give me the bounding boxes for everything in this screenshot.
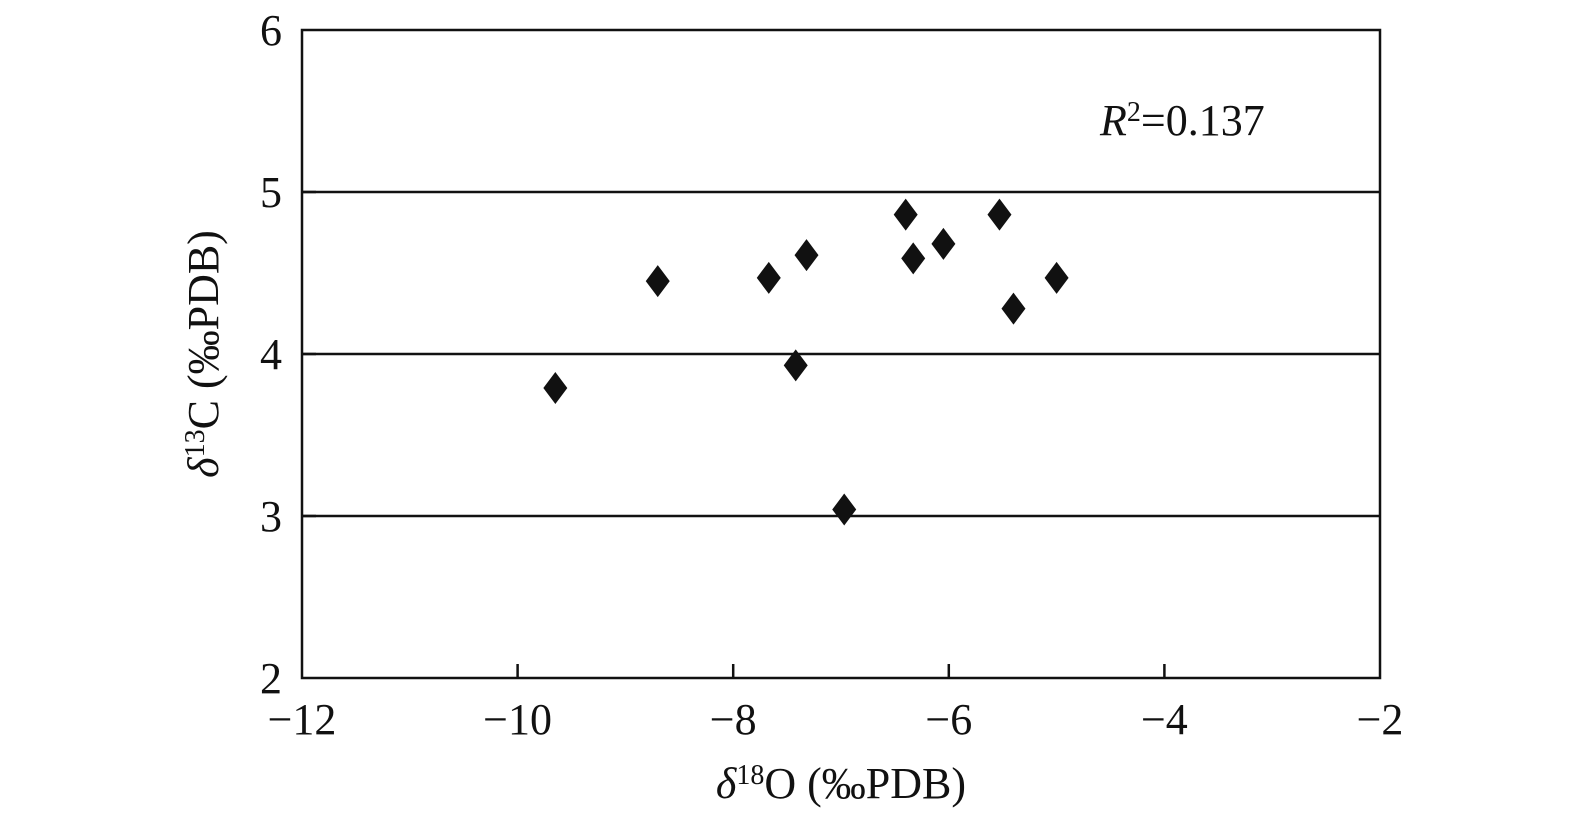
data-point-diamond: [1044, 261, 1069, 294]
data-point-diamond: [987, 198, 1012, 231]
x-tick-label: −10: [483, 695, 552, 744]
x-axis-label-symbol: δ: [716, 759, 738, 808]
x-tick-label: −8: [710, 695, 757, 744]
y-tick-label: 3: [260, 492, 282, 541]
data-point-diamond: [794, 239, 819, 272]
x-axis-label: δ18O (‰PDB): [716, 759, 966, 808]
axis-ticks: −12 −10 −8 −6 −4 −2 2 3 4 5 6: [260, 6, 1403, 744]
x-tick-label: −4: [1141, 695, 1188, 744]
data-point-diamond: [783, 349, 808, 382]
data-point-diamond: [645, 265, 670, 298]
y-axis-label-sup: 13: [180, 429, 211, 457]
y-tick-label: 4: [260, 330, 282, 379]
y-axis-label-rest: C (‰PDB): [179, 230, 228, 429]
x-tick-label: −12: [268, 695, 337, 744]
r-squared-sup: 2: [1127, 97, 1141, 128]
data-point-diamond: [893, 198, 918, 231]
grid-lines: [302, 190, 1380, 518]
r-squared-value: =0.137: [1141, 96, 1265, 145]
data-point-diamond: [543, 372, 568, 405]
x-tick-label: −6: [925, 695, 972, 744]
data-point-diamond: [901, 242, 926, 275]
data-point-diamond: [1001, 292, 1026, 325]
x-axis-label-rest: O (‰PDB): [764, 759, 966, 808]
r-squared-annotation: R2=0.137: [1099, 96, 1265, 145]
r-squared-var: R: [1099, 96, 1127, 145]
x-axis-label-sup: 18: [736, 760, 764, 791]
y-tick-label: 2: [260, 654, 282, 703]
y-tick-label: 6: [260, 6, 282, 55]
data-point-diamond: [756, 261, 781, 294]
data-point-diamond: [931, 227, 956, 260]
y-axis-label: δ13C (‰PDB): [179, 230, 228, 478]
x-tick-label: −2: [1357, 695, 1404, 744]
data-points: [543, 198, 1069, 526]
y-axis-label-symbol: δ: [179, 456, 228, 478]
y-tick-label: 5: [260, 168, 282, 217]
data-point-diamond: [832, 493, 857, 526]
